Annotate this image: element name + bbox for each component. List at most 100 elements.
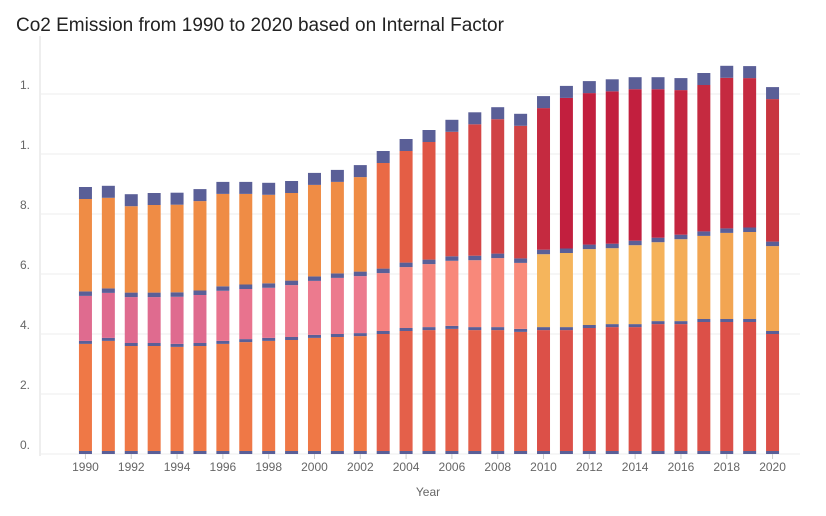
bar-segment	[605, 451, 619, 454]
bar-segment	[124, 194, 138, 207]
bar-segment	[353, 165, 367, 178]
bar-segment	[605, 327, 619, 451]
bar-segment	[766, 99, 780, 242]
bar-segment	[307, 172, 321, 185]
bar-segment	[307, 276, 321, 281]
bar-segment	[376, 273, 390, 331]
bar-segment	[743, 319, 757, 322]
bar-segment	[697, 319, 711, 322]
bar-segment	[559, 451, 573, 454]
bar-segment	[239, 339, 253, 343]
bar-segment	[514, 328, 528, 332]
bar-segment	[514, 125, 528, 259]
bar-segment	[422, 142, 436, 260]
bar-segment	[307, 280, 321, 335]
bar-segment	[216, 181, 230, 194]
bar-segment	[582, 81, 596, 94]
bar-segment	[285, 285, 299, 337]
bar-segment	[307, 451, 321, 454]
x-tick-label: 2010	[530, 460, 557, 474]
bar-segment	[445, 328, 459, 451]
bar-segment	[353, 177, 367, 272]
bar-segment	[628, 89, 642, 241]
bar-segment	[605, 91, 619, 244]
bar-segment	[353, 451, 367, 454]
x-tick-label: 2018	[713, 460, 740, 474]
bar-segment	[720, 232, 734, 319]
bar-segment	[193, 189, 207, 202]
bar-segment	[353, 336, 367, 451]
bar-segment	[766, 87, 780, 100]
bar-segment	[262, 194, 276, 284]
bar-segment	[78, 451, 92, 454]
y-tick-label: 0.	[20, 438, 30, 452]
bar-segment	[285, 340, 299, 451]
bar-segment	[78, 187, 92, 199]
bar-segment	[101, 292, 115, 338]
bar-segment	[399, 267, 413, 328]
bar-segment	[651, 451, 665, 454]
bar-segment	[170, 343, 184, 347]
bar-segment	[514, 262, 528, 329]
bar-segment	[193, 290, 207, 295]
bar-segment	[674, 234, 688, 240]
bar-segment	[193, 346, 207, 451]
bar-segment	[399, 139, 413, 151]
bar-segment	[170, 204, 184, 293]
x-tick-label: 2008	[484, 460, 511, 474]
bar-segment	[605, 243, 619, 249]
bar-segment	[216, 193, 230, 287]
bar-segment	[697, 231, 711, 236]
bar-segment	[307, 337, 321, 451]
bar-segment	[628, 451, 642, 454]
bar-segment	[514, 258, 528, 263]
bar-segment	[422, 130, 436, 142]
bar-segment	[674, 78, 688, 91]
bar-segment	[559, 327, 573, 331]
x-tick-label: 1998	[255, 460, 282, 474]
bar-segment	[376, 334, 390, 451]
bar-segment	[262, 287, 276, 338]
bar-segment	[674, 321, 688, 325]
bar-segment	[537, 249, 551, 255]
bar-segment	[582, 244, 596, 250]
bar-segment	[216, 343, 230, 451]
bar-segment	[582, 325, 596, 328]
bar-segment	[170, 346, 184, 451]
bar-segment	[285, 193, 299, 281]
x-tick-label: 2014	[622, 460, 649, 474]
bar-segment	[330, 334, 344, 337]
bar-segment	[720, 77, 734, 229]
y-tick-label: 2.	[20, 378, 30, 392]
bar-segment	[124, 451, 138, 454]
bar-segment	[720, 319, 734, 322]
bar-segment	[651, 321, 665, 325]
bar-segment	[147, 346, 161, 451]
bar-segment	[766, 241, 780, 247]
bar-segment	[445, 451, 459, 454]
bar-segment	[697, 322, 711, 451]
bar-segment	[445, 131, 459, 257]
bar-segment	[468, 330, 482, 451]
bar-segment	[147, 343, 161, 346]
bar-segment	[743, 78, 757, 228]
bar-segment	[537, 327, 551, 331]
bar-segment	[468, 124, 482, 256]
bar-segment	[674, 239, 688, 322]
x-axis-label: Year	[416, 485, 440, 499]
bar-segment	[628, 324, 642, 328]
bar-segment	[193, 295, 207, 343]
bar-segment	[422, 327, 436, 331]
bar-segment	[101, 451, 115, 454]
bar-segment	[491, 119, 505, 254]
bar-segment	[376, 268, 390, 274]
bar-segment	[605, 79, 619, 92]
bar-segment	[399, 331, 413, 451]
x-tick-label: 2004	[393, 460, 420, 474]
bar-segment	[239, 289, 253, 340]
bar-segment	[239, 451, 253, 454]
bar-segment	[514, 113, 528, 126]
x-tick-label: 2006	[439, 460, 466, 474]
bar-segment	[468, 451, 482, 454]
